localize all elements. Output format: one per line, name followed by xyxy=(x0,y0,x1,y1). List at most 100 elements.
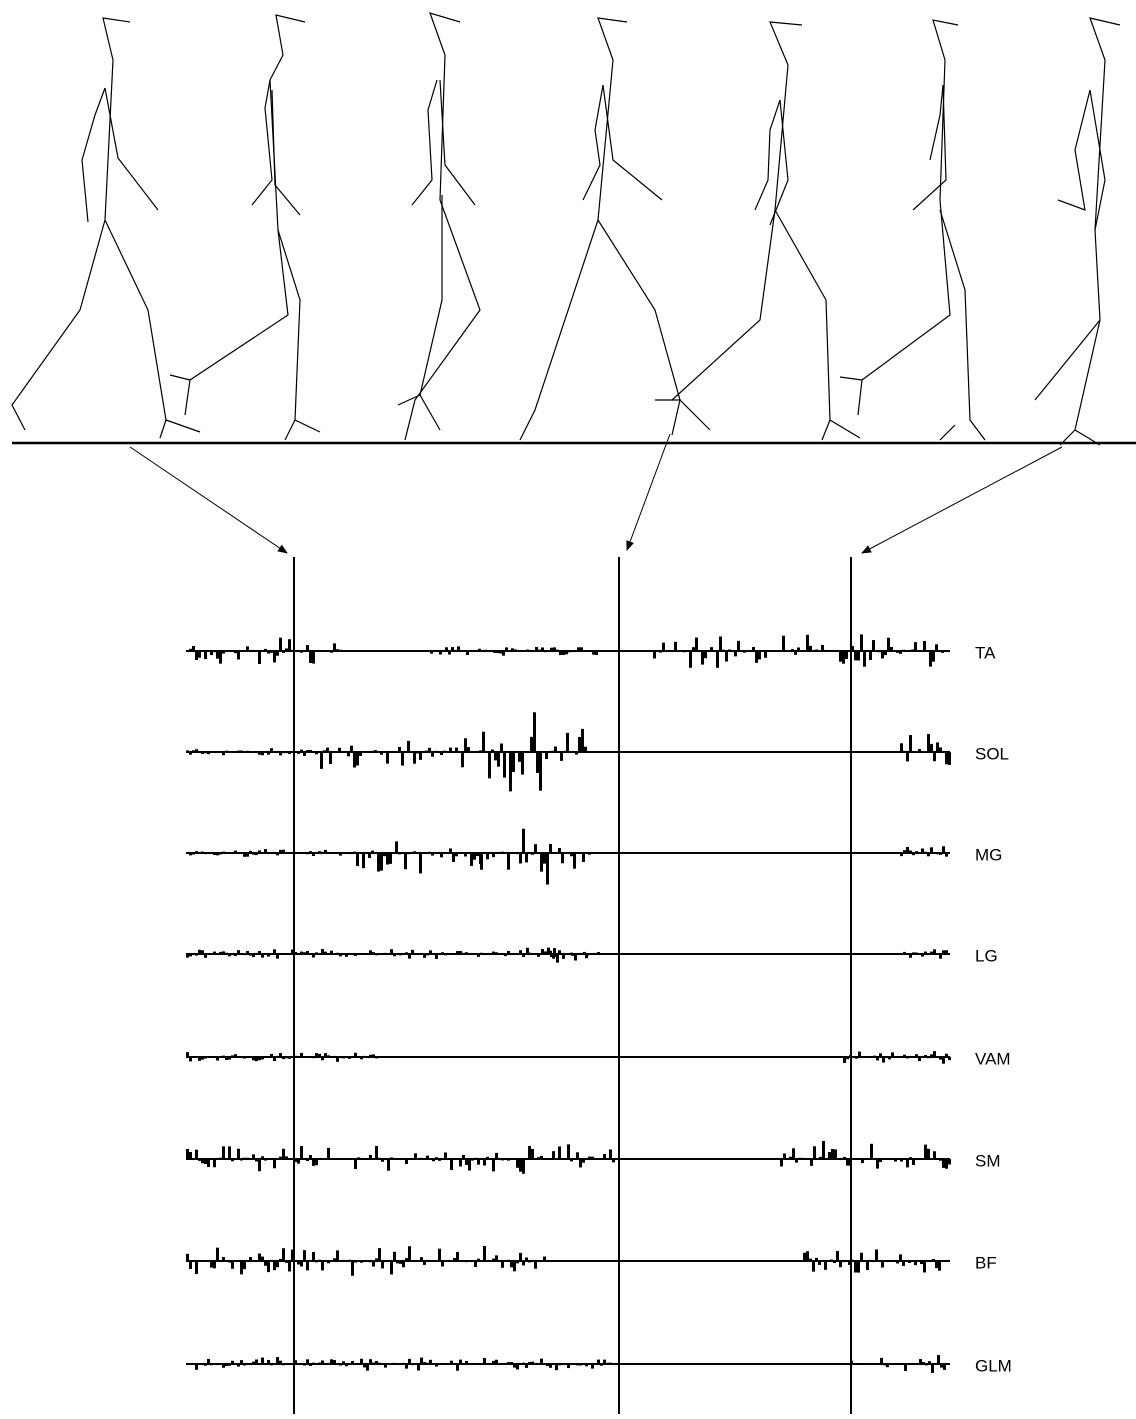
emg-burst xyxy=(818,1261,821,1265)
emg-burst xyxy=(906,847,909,853)
emg-burst xyxy=(924,952,927,954)
emg-burst xyxy=(402,1261,405,1267)
emg-burst xyxy=(854,651,857,660)
limb xyxy=(1058,90,1090,210)
emg-burst xyxy=(891,1052,894,1057)
emg-burst xyxy=(584,747,587,752)
emg-burst xyxy=(801,1158,804,1159)
emg-burst xyxy=(333,1258,336,1261)
emg-burst xyxy=(477,1259,480,1261)
emg-burst xyxy=(285,648,288,651)
emg-burst xyxy=(797,647,800,651)
emg-burst xyxy=(276,1158,279,1159)
muscle-labels: TASOLMGLGVAMSMBFGLM xyxy=(975,643,1012,1375)
emg-burst xyxy=(839,651,842,662)
emg-burst xyxy=(300,1146,303,1159)
emg-burst xyxy=(525,853,528,862)
emg-burst xyxy=(261,1156,264,1159)
emg-burst xyxy=(231,1361,234,1364)
emg-trace xyxy=(186,634,950,667)
emg-burst xyxy=(458,752,461,753)
emg-burst xyxy=(821,645,824,651)
emg-burst xyxy=(567,1144,570,1159)
emg-burst xyxy=(246,1158,249,1159)
emg-burst xyxy=(216,1364,219,1365)
arrow xyxy=(130,447,287,553)
emg-burst xyxy=(201,852,204,853)
emg-burst xyxy=(588,853,591,855)
emg-burst xyxy=(462,1155,465,1159)
emg-burst xyxy=(477,954,480,957)
emg-burst xyxy=(470,853,473,866)
emg-burst xyxy=(255,1057,258,1061)
emg-burst xyxy=(767,650,770,651)
emg-burst xyxy=(240,1360,243,1364)
emg-burst xyxy=(466,651,469,655)
emg-burst xyxy=(384,1364,387,1368)
limb xyxy=(940,425,955,440)
limb xyxy=(440,80,475,205)
emg-burst xyxy=(321,1360,324,1364)
emg-burst xyxy=(258,752,261,755)
emg-burst xyxy=(478,649,481,651)
emg-burst xyxy=(189,954,192,956)
emg-burst xyxy=(559,651,562,655)
emg-burst xyxy=(488,752,491,778)
emg-burst xyxy=(432,1159,435,1161)
emg-burst xyxy=(544,951,547,954)
emg-burst xyxy=(465,952,468,954)
emg-burst xyxy=(505,647,508,651)
emg-burst xyxy=(480,1159,483,1160)
emg-burst xyxy=(264,1363,267,1364)
emg-burst xyxy=(896,1261,899,1263)
emg-burst xyxy=(371,851,374,853)
emg-trace xyxy=(186,1355,950,1373)
emg-burst xyxy=(372,1363,375,1364)
emg-burst xyxy=(252,1057,255,1060)
emg-burst xyxy=(318,851,321,853)
emg-burst xyxy=(435,1364,438,1367)
emg-burst xyxy=(216,853,219,855)
emg-trace xyxy=(186,829,950,885)
emg-burst xyxy=(383,752,386,753)
emg-burst xyxy=(318,1260,321,1261)
emg-burst xyxy=(276,1261,279,1267)
emg-burst xyxy=(935,644,938,651)
emg-burst xyxy=(594,953,597,954)
emg-burst xyxy=(942,950,945,954)
emg-burst xyxy=(407,741,410,752)
emg-burst xyxy=(516,1364,519,1369)
emg-burst xyxy=(545,752,548,759)
emg-burst xyxy=(553,647,556,651)
emg-burst xyxy=(597,952,600,954)
emg-burst xyxy=(534,1363,537,1364)
emg-burst xyxy=(530,737,533,752)
emg-burst xyxy=(375,954,378,955)
emg-burst xyxy=(909,851,912,853)
emg-burst xyxy=(583,952,586,954)
emg-burst xyxy=(464,853,467,856)
emg-burst xyxy=(243,954,246,955)
emg-burst xyxy=(491,750,494,752)
emg-burst xyxy=(381,1159,384,1162)
emg-burst xyxy=(213,853,216,855)
emg-burst xyxy=(576,1152,579,1159)
emg-burst xyxy=(945,853,948,857)
limb xyxy=(930,85,943,160)
limb xyxy=(420,195,442,430)
emg-burst xyxy=(186,1052,189,1057)
emg-burst xyxy=(252,954,255,957)
emg-burst xyxy=(860,634,863,651)
emg-burst xyxy=(579,1159,582,1167)
emg-burst xyxy=(875,1249,878,1261)
limb xyxy=(105,220,200,432)
emg-burst xyxy=(941,651,944,653)
emg-burst xyxy=(270,651,273,653)
emg-burst xyxy=(522,1261,525,1265)
emg-burst xyxy=(384,953,387,954)
emg-burst xyxy=(336,649,339,651)
emg-burst xyxy=(519,853,522,863)
emg-burst xyxy=(270,748,273,752)
limb xyxy=(672,210,775,400)
emg-traces xyxy=(186,634,951,1373)
